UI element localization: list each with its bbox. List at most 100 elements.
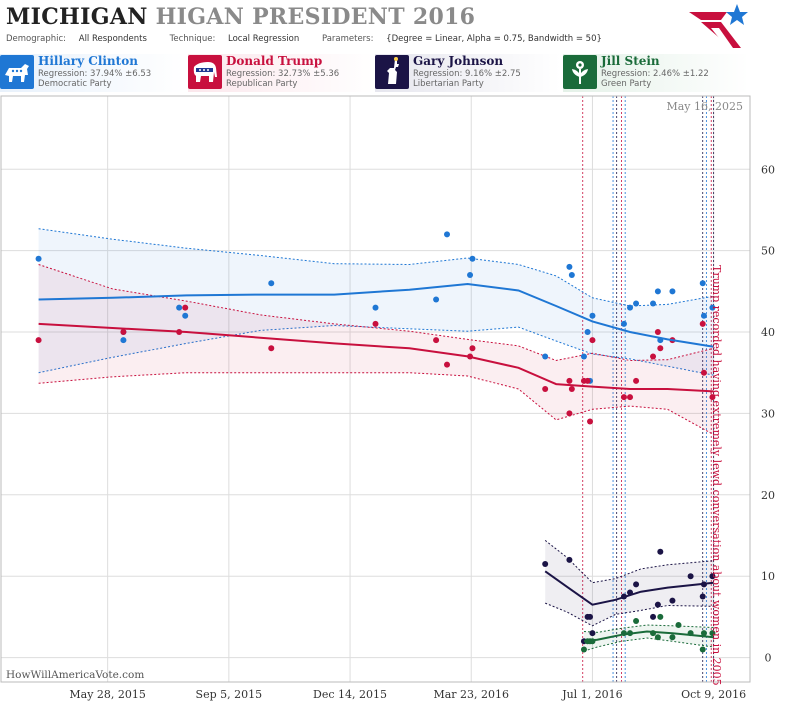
trend-line xyxy=(583,630,714,643)
donkey-icon xyxy=(0,55,34,89)
trend-line xyxy=(38,322,714,393)
lower-bound-line xyxy=(38,324,714,376)
poll-point xyxy=(657,345,664,352)
poll-point xyxy=(566,410,573,417)
upper-bound-line xyxy=(544,540,714,584)
poll-point xyxy=(650,613,657,620)
watermark: HowWillAmericaVote.com xyxy=(6,669,144,681)
poll-point xyxy=(627,304,634,311)
y-tick-label: 0 xyxy=(765,652,772,665)
elephant-icon xyxy=(188,55,222,89)
candidate-name: Gary Johnson xyxy=(413,54,504,68)
confidence-band xyxy=(545,540,714,626)
candidate-party: Libertarian Party xyxy=(413,79,484,89)
candidate-trump[interactable]: Donald Trump Regression: 32.73% ±5.36 Re… xyxy=(188,54,374,92)
poll-point xyxy=(584,329,591,336)
x-tick-label: Dec 14, 2015 xyxy=(313,688,387,701)
grid xyxy=(1,96,750,682)
parameters-line: Demographic: All Respondents Technique: … xyxy=(6,34,622,44)
poll-point xyxy=(584,377,591,384)
poll-point xyxy=(268,280,275,287)
poll-point xyxy=(620,320,627,327)
y-tick-label: 50 xyxy=(761,245,775,258)
poll-point xyxy=(650,300,657,307)
poll-point xyxy=(700,369,707,376)
y-tick-label: 40 xyxy=(761,326,775,339)
poll-point xyxy=(568,386,575,392)
poll-point xyxy=(700,630,707,637)
date-stamp: May 16, 2025 xyxy=(666,100,743,113)
poll-point xyxy=(444,361,451,368)
poll-point xyxy=(709,573,716,580)
poll-point xyxy=(633,377,640,384)
plot-frame xyxy=(0,95,751,683)
confidence-band xyxy=(38,264,714,435)
candidate-regression: Regression: 37.94% ±6.53 xyxy=(38,69,152,79)
poll-point xyxy=(627,394,634,401)
poll-point xyxy=(469,345,476,352)
parameters-label: Parameters: xyxy=(321,34,374,44)
x-tick-label: Sep 5, 2015 xyxy=(196,688,263,701)
poll-point xyxy=(176,304,183,311)
poll-point xyxy=(620,394,627,401)
poll-point xyxy=(650,353,657,360)
poll-point xyxy=(587,418,594,425)
candidate-party: Democratic Party xyxy=(38,79,112,89)
liberty-statue-icon xyxy=(375,55,409,89)
demographic-label: Demographic: xyxy=(6,34,67,44)
lower-bound-line xyxy=(38,372,714,436)
confidence-bands xyxy=(38,228,714,652)
trend-line xyxy=(544,570,714,606)
poll-point xyxy=(580,646,587,653)
poll-point xyxy=(35,337,42,344)
poll-point xyxy=(654,601,661,608)
title-race: HIGAN PRESIDENT 2016 xyxy=(155,4,476,30)
candidate-party: Green Party xyxy=(601,79,652,89)
poll-point xyxy=(699,320,706,327)
confidence-band xyxy=(584,625,714,652)
candidate-clinton[interactable]: Hillary Clinton Regression: 37.94% ±6.53… xyxy=(0,54,185,92)
y-tick-label: 30 xyxy=(761,407,775,420)
x-tick-label: Mar 23, 2016 xyxy=(433,688,509,701)
poll-point xyxy=(568,272,575,279)
poll-point xyxy=(589,312,596,319)
poll-point xyxy=(709,304,716,311)
poll-point xyxy=(182,312,189,319)
poll-point xyxy=(268,345,275,352)
confidence-band xyxy=(38,228,714,376)
lower-bound-line xyxy=(583,637,714,652)
poll-point xyxy=(633,300,640,307)
poll-point xyxy=(433,296,440,303)
poll-point xyxy=(182,304,189,311)
x-tick-label: Jul 1, 2016 xyxy=(561,688,623,701)
poll-point xyxy=(699,593,706,600)
technique-label: Technique: xyxy=(169,34,216,44)
poll-point xyxy=(669,634,676,641)
y-tick-label: 60 xyxy=(761,163,775,176)
poll-point xyxy=(633,581,640,588)
poll-point xyxy=(372,320,379,327)
poll-point xyxy=(669,597,676,604)
parameters-value: {Degree = Linear, Alpha = 0.75, Bandwidt… xyxy=(386,34,602,44)
page-title: MICHIGAN HIGAN PRESIDENT 2016 xyxy=(6,4,475,34)
poll-point xyxy=(699,646,706,653)
poll-point xyxy=(469,255,476,262)
candidate-name: Hillary Clinton xyxy=(38,54,138,68)
y-tick-label: 20 xyxy=(761,489,775,502)
poll-point xyxy=(657,613,664,620)
poll-point xyxy=(669,288,676,295)
poll-point xyxy=(566,263,573,270)
poll-point xyxy=(654,288,661,295)
poll-point xyxy=(433,337,440,344)
upper-bound-line xyxy=(38,264,714,362)
candidate-name: Jill Stein xyxy=(601,54,660,68)
poll-point xyxy=(587,613,594,620)
trend-lines xyxy=(38,282,714,643)
candidate-regression: Regression: 32.73% ±5.36 xyxy=(226,69,340,79)
poll-point xyxy=(542,386,549,392)
candidate-regression: Regression: 9.16% ±2.75 xyxy=(413,69,521,79)
poll-point xyxy=(542,353,549,360)
site-logo-icon[interactable] xyxy=(687,2,751,52)
candidate-johnson[interactable]: Gary Johnson Regression: 9.16% ±2.75 Lib… xyxy=(375,54,561,92)
candidate-stein[interactable]: Jill Stein Regression: 2.46% ±1.22 Green… xyxy=(563,54,749,92)
